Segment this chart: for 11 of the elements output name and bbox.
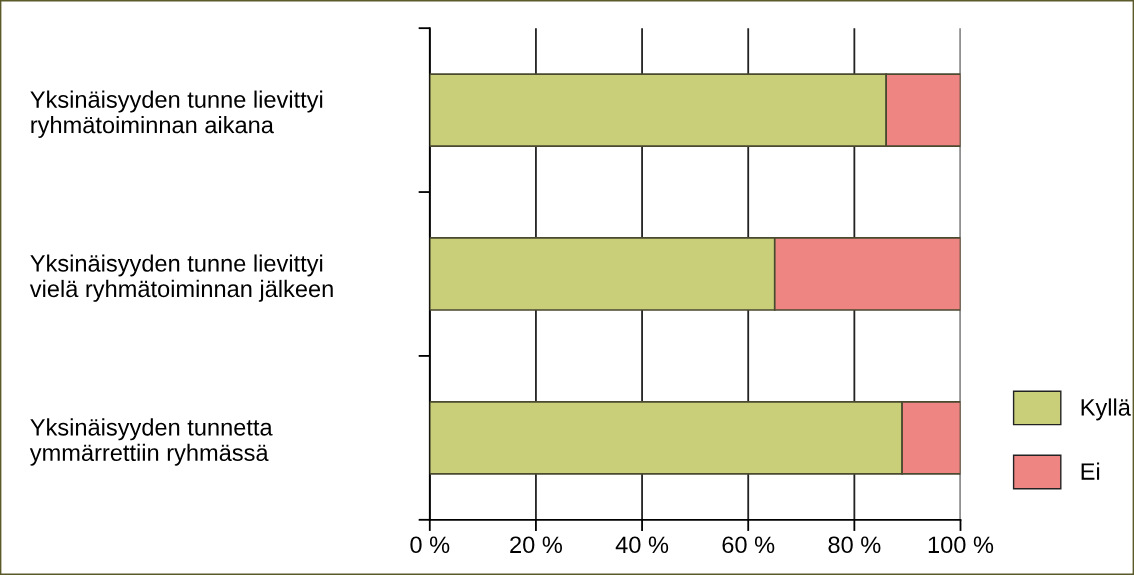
legend-label: Kyllä <box>1081 398 1131 421</box>
y-tick-label: Yksinäisyyden tunne lievittyi ryhmätoiminnan aikana <box>30 90 323 138</box>
x-tick-label: 20 % <box>510 536 562 554</box>
y-tick-label: Yksinäisyyden tunne lievittyi vielä ryhmätoiminnan jälkeen <box>29 254 333 302</box>
x-tick-label: 60 % <box>722 536 775 554</box>
x-tick-label: 100 % <box>928 536 994 554</box>
x-tick-label: 80 % <box>828 536 881 554</box>
y-tick-label: Yksinäisyyden tunnetta ymmärrettiin ryhmässä <box>29 418 273 466</box>
x-tick-label: 40 % <box>615 536 669 554</box>
x-tick-label: 0 % <box>410 536 450 554</box>
legend-label: Ei <box>1081 462 1100 480</box>
